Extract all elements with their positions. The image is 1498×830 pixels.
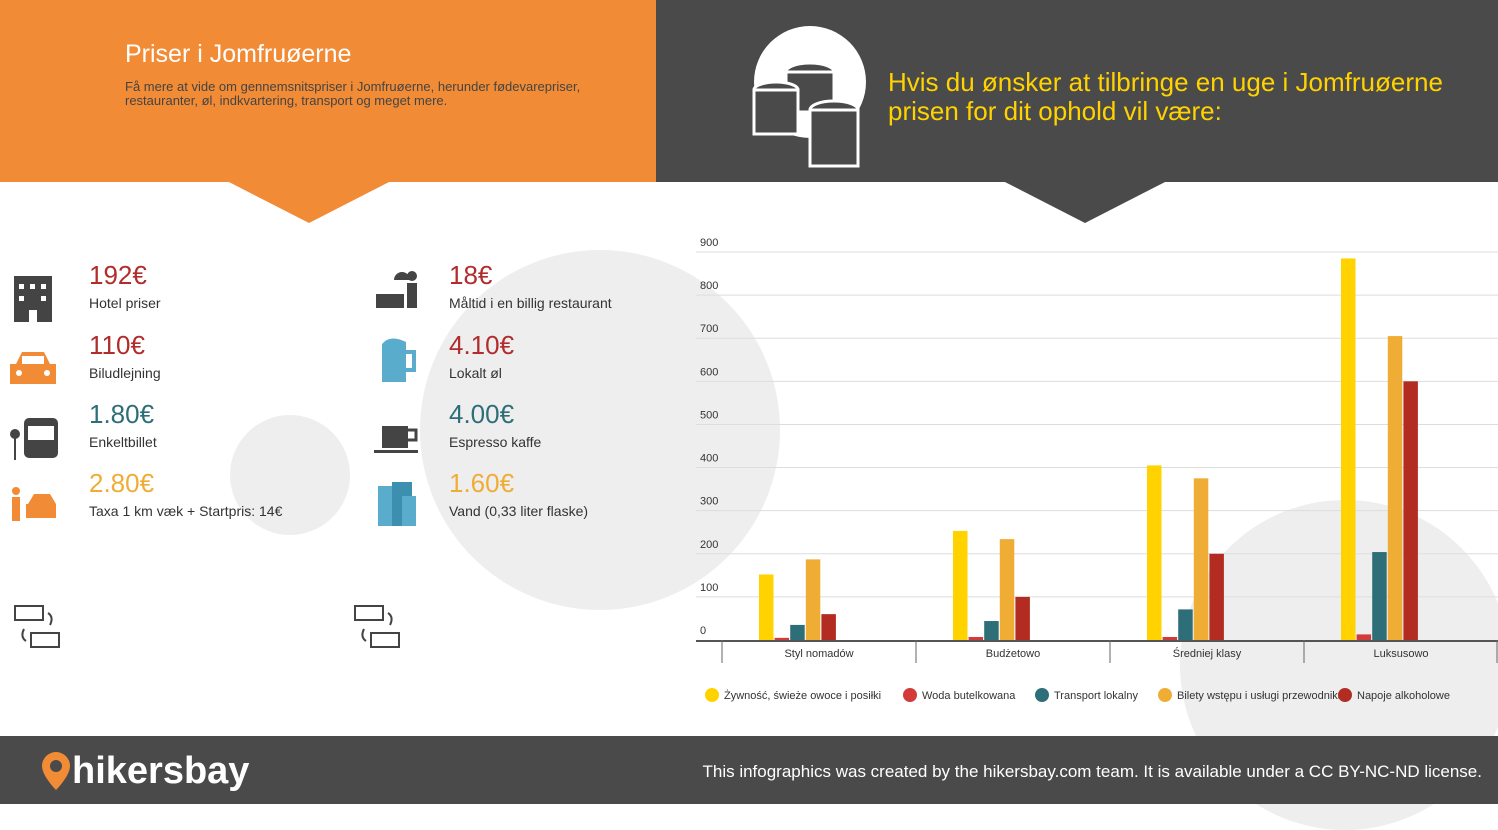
price-value: 18€ [449,260,493,290]
price-value: 192€ [89,260,147,290]
bar [759,574,774,640]
price-item: 192€ Hotel priser [89,260,161,311]
legend-label: Woda butelkowana [922,690,1016,702]
bar [1387,336,1403,640]
header-left [0,0,656,182]
price-value: 4.00€ [449,399,515,429]
pointer-right [1003,181,1167,223]
brand-logo[interactable]: hikersbay [72,750,250,792]
footer [0,736,1498,804]
hotel-icon [14,276,52,322]
bar [1147,465,1162,640]
price-label: Enkeltbillet [89,434,157,450]
bar [1341,258,1356,640]
page-subtitle: Få mere at vide om gennemsnitspriser i J… [125,79,581,108]
legend-label: Żywność, świeże owoce i posiłki [724,689,881,702]
bar [1162,636,1178,640]
pointer-left [227,181,391,223]
price-label: Biludlejning [89,365,161,381]
x-tick-label: Budżetowo [986,648,1040,660]
car-icon [10,352,56,384]
bar [790,624,805,640]
price-label: Espresso kaffe [449,434,542,450]
price-item: 4.00€ Espresso kaffe [449,399,541,450]
bar [1356,634,1372,640]
price-item: 18€ Måltid i en billig restaurant [449,260,612,311]
currency-exchange-icon [354,605,400,648]
price-label: Taxa 1 km væk + Startpris: 14€ [89,503,283,519]
price-label: Måltid i en billig restaurant [449,295,612,311]
license-text: This infographics was created by the hik… [702,762,1482,781]
y-tick-label: 300 [700,496,718,508]
currency-exchange-icon [14,605,60,648]
y-tick-label: 400 [700,453,718,465]
legend-marker [1338,688,1352,702]
legend-label: Transport lokalny [1054,690,1138,702]
price-value: 1.80€ [89,399,155,429]
price-value: 110€ [89,330,145,360]
price-label: Hotel priser [89,295,161,311]
y-tick-label: 500 [700,409,718,421]
y-tick-label: 800 [700,280,718,292]
legend-marker [1035,688,1049,702]
bar [953,530,968,640]
legend-label: Bilety wstępu i usługi przewodnika [1177,690,1345,702]
y-tick-label: 100 [700,582,718,594]
price-value: 1.60€ [449,468,515,498]
bar [1209,553,1224,640]
price-item: 110€ Biludlejning [89,330,161,381]
bar [1193,478,1209,640]
y-tick-label: 700 [700,323,718,335]
price-item: 4.10€ Lokalt øl [449,330,514,381]
y-tick-label: 600 [700,366,718,378]
bar [821,614,836,640]
bar-chart: 0 100 200 300 400 500 600 700 800 900 Styl nomadów… [696,237,1498,702]
bar [805,559,821,640]
hikersbay-logo-icon [42,752,70,790]
water-icon [378,482,416,526]
price-value: 2.80€ [89,468,155,498]
price-item: 1.80€ Enkeltbillet [89,399,157,450]
x-tick-label: Styl nomadów [784,648,853,660]
y-tick-label: 900 [700,237,718,249]
bg-circle [230,415,350,535]
legend-marker [1158,688,1172,702]
taxi-icon [12,487,56,521]
y-tick-label: 200 [700,539,718,551]
headline: Hvis du ønsker at tilbringe en uge i Jom… [888,67,1443,126]
bar [1015,596,1030,640]
bar [1178,609,1193,640]
coins-icon [752,22,868,177]
legend-marker [705,688,719,702]
coffee-icon [374,426,418,453]
price-label: Lokalt øl [449,365,502,381]
bar [774,637,790,640]
price-item: 2.80€ Taxa 1 km væk + Startpris: 14€ [89,468,282,519]
x-tick-label: Luksusowo [1373,648,1428,660]
bar [968,636,984,640]
bg-circle [420,250,780,610]
bar [984,621,999,640]
beer-icon [382,338,416,382]
bar [1372,552,1387,640]
legend-marker [903,688,917,702]
legend-label: Napoje alkoholowe [1357,690,1450,702]
bus-icon [10,418,58,460]
bar [999,539,1015,640]
restaurant-icon [376,271,417,308]
price-value: 4.10€ [449,330,515,360]
y-tick-label: 0 [700,625,706,637]
price-item: 1.60€ Vand (0,33 liter flaske) [449,468,588,519]
x-tick-label: Średniej klasy [1173,647,1242,660]
page-title: Priser i Jomfruøerne [125,40,352,68]
price-label: Vand (0,33 liter flaske) [449,503,589,519]
bar [1403,381,1418,640]
